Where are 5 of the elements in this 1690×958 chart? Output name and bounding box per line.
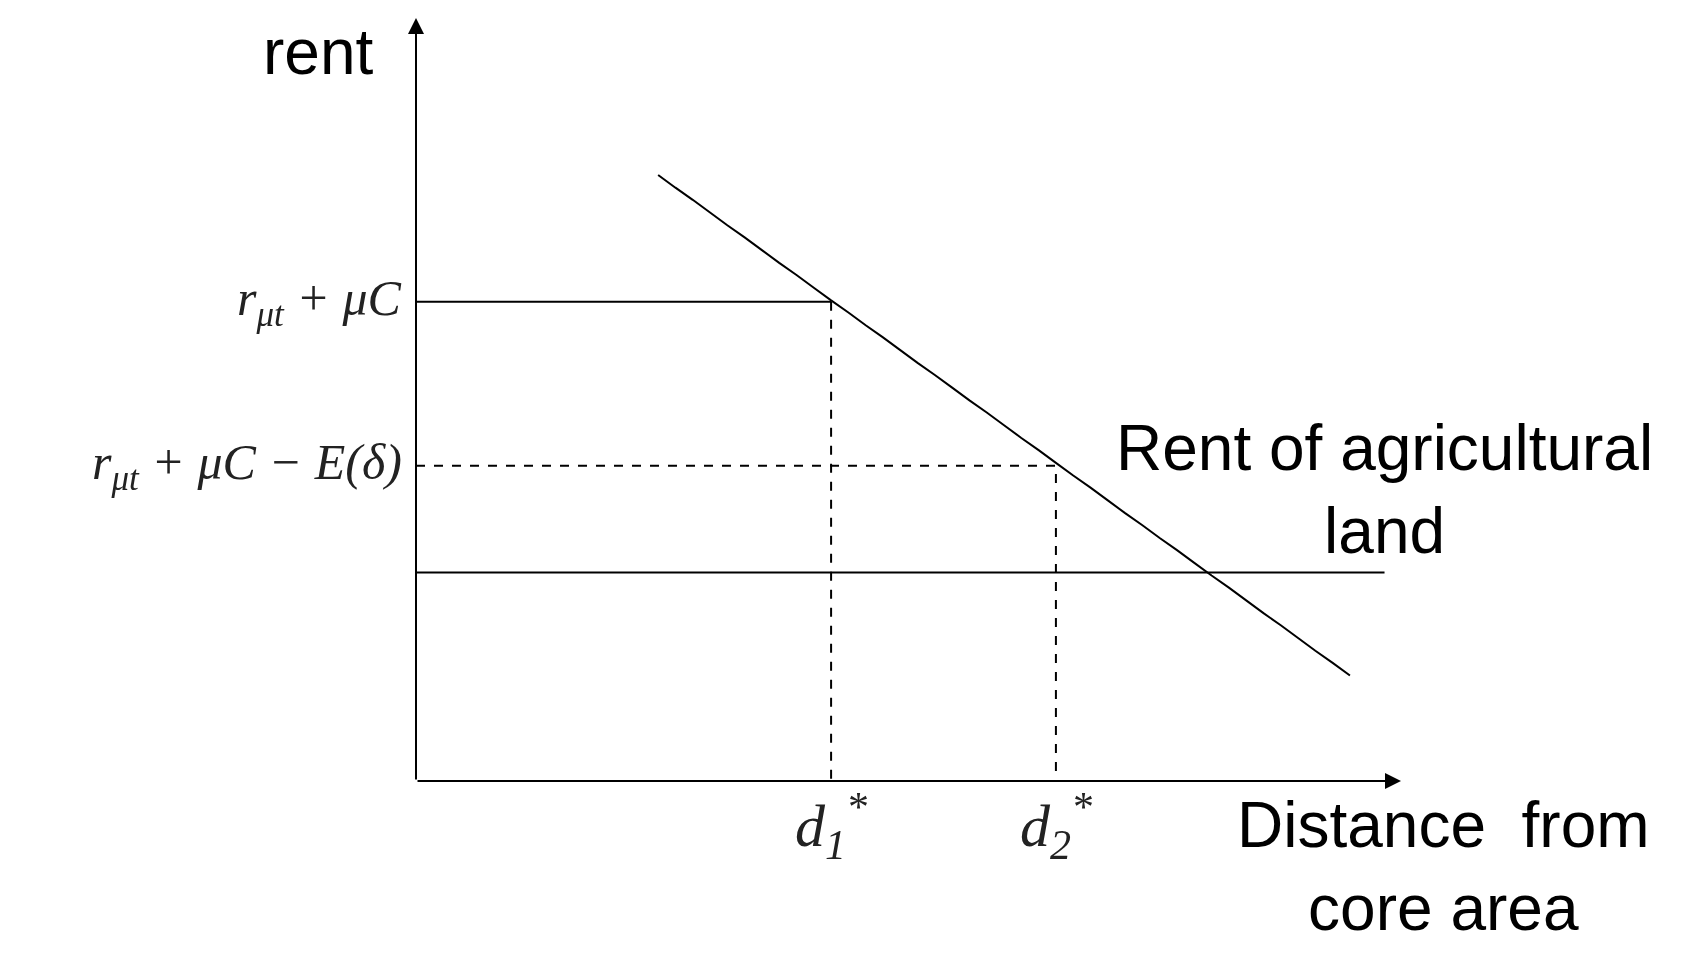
series-label: r$_{μt}$ + μC − E(δ) [92,434,402,498]
y-axis-title: rent [263,16,374,88]
x-axis-title: Distance from core area [1237,789,1650,945]
series-label: Rent of agricultural land [1116,412,1654,568]
series-label: r$_{μt}$ + μC [237,270,402,334]
